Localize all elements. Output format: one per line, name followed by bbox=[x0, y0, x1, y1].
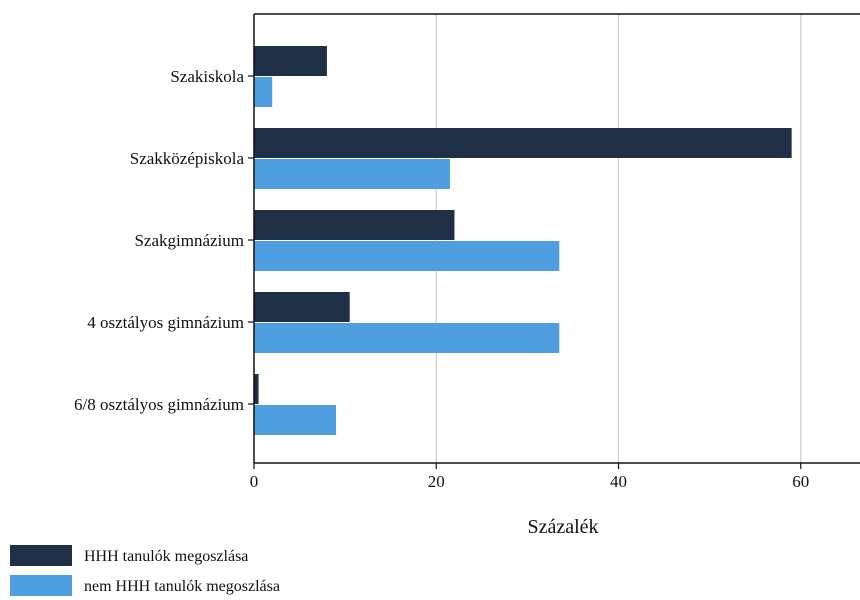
x-axis-title: Százalék bbox=[527, 516, 598, 538]
x-ticks: 0 20 40 60 bbox=[250, 463, 809, 491]
bar-nem-hhh-3 bbox=[254, 323, 560, 353]
bar-nem-hhh-4 bbox=[254, 405, 337, 435]
category-label-4: 6/8 osztályos gimnázium bbox=[74, 395, 244, 414]
legend-swatch-1 bbox=[10, 575, 72, 596]
category-label-3: 4 osztályos gimnázium bbox=[87, 313, 244, 332]
bar-hhh-3 bbox=[254, 292, 350, 322]
bar-nem-hhh-0 bbox=[254, 77, 273, 107]
x-tick-label-40: 40 bbox=[610, 472, 627, 491]
bar-hhh-2 bbox=[254, 210, 455, 240]
axes bbox=[253, 13, 860, 464]
category-label-0: Szakiskola bbox=[170, 67, 244, 86]
category-labels: Szakiskola Szakközépiskola Szakgimnázium 4 … bbox=[74, 67, 254, 414]
bar-hhh-0 bbox=[254, 46, 327, 76]
category-label-1: Szakközépiskola bbox=[130, 149, 245, 168]
legend-label-0: HHH tanulók megoszlása bbox=[84, 548, 248, 565]
x-tick-label-20: 20 bbox=[428, 472, 445, 491]
bar-hhh-1 bbox=[254, 128, 792, 158]
bar-hhh-4 bbox=[254, 374, 259, 404]
legend-swatch-0 bbox=[10, 545, 72, 566]
legend-label-1: nem HHH tanulók megoszlása bbox=[84, 578, 280, 595]
bar-nem-hhh-1 bbox=[254, 159, 450, 189]
bars bbox=[254, 46, 792, 435]
legend: HHH tanulók megoszlása nem HHH tanulók me… bbox=[10, 545, 280, 596]
x-tick-label-60: 60 bbox=[792, 472, 809, 491]
x-tick-label-0: 0 bbox=[250, 472, 259, 491]
category-label-2: Szakgimnázium bbox=[134, 231, 244, 250]
grid-lines bbox=[435, 14, 802, 463]
bar-nem-hhh-2 bbox=[254, 241, 560, 271]
